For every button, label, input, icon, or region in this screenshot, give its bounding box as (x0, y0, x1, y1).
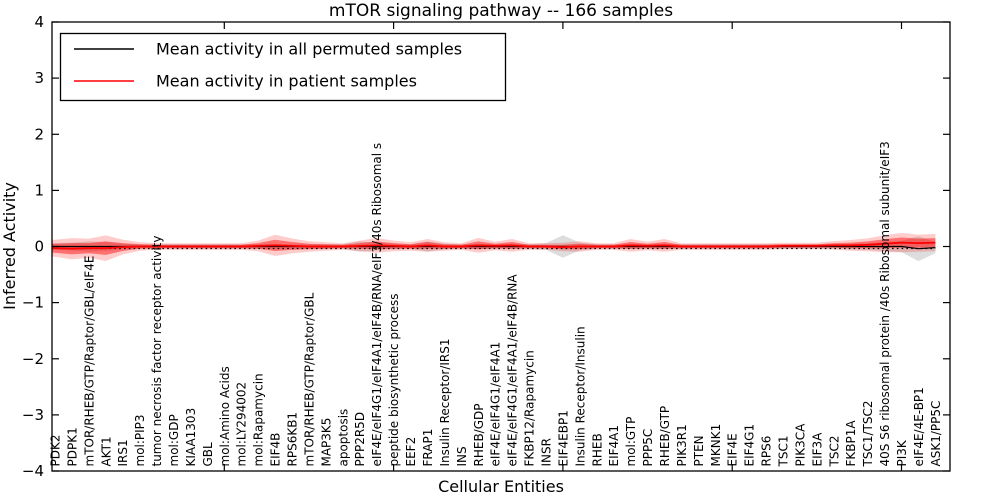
x-tick-label: TSC1/TSC2 (861, 401, 875, 468)
x-tick-label: FKBP1A (844, 420, 858, 467)
x-tick-label: tumor necrosis factor receptor activity (150, 236, 164, 467)
y-axis-label: Inferred Activity (0, 182, 19, 310)
x-tick-label: mTOR/RHEB/GTP/Raptor/GBL/eIF4E (82, 256, 96, 467)
legend: Mean activity in all permuted samples Me… (59, 32, 507, 102)
x-tick-label: mol:GTP (624, 417, 638, 467)
x-tick-label: eIF4E/eIF4G1/eIF4A1 (489, 342, 503, 467)
chart-title: mTOR signaling pathway -- 166 samples (329, 1, 673, 21)
x-tick-label: EIF4E (726, 433, 740, 466)
x-tick-label: AKT1 (99, 436, 113, 466)
y-tick-label: 4 (34, 13, 44, 31)
x-tick-label: EIF4A1 (607, 425, 621, 467)
x-tick-label: FRAP1 (421, 429, 435, 467)
x-tick-label: MAP3K5 (319, 418, 333, 467)
y-tick-label: 1 (34, 181, 44, 199)
x-tick-label: PPP5C (641, 429, 655, 467)
x-tick-label: INS (455, 446, 469, 466)
x-tick-label: PPP2R5D (353, 412, 367, 467)
legend-label-permuted: Mean activity in all permuted samples (156, 40, 462, 59)
x-tick-label: eIF4E/eIF4G1/eIF4A1/eIF4B/RNA/eIF3/40s R… (370, 143, 384, 467)
y-tick-label: −4 (22, 462, 44, 480)
x-tick-label: RPS6KB1 (286, 412, 300, 467)
x-tick-label: mol:Amino Acids (218, 366, 232, 466)
x-tick-label: GBL (201, 442, 215, 467)
x-tick-label: PIK3CA (793, 423, 807, 467)
x-tick-label: RHEB/GTP (658, 406, 672, 467)
x-tick-label: apoptosis (336, 409, 350, 467)
x-tick-label: EIF4B (269, 433, 283, 467)
x-tick-label: mol:LY294002 (235, 382, 249, 467)
x-tick-label: FKBP12/Rapamycin (523, 350, 537, 466)
x-tick-label: eIF4E/eIF4G1/eIF4A1/eIF4B/RNA (506, 274, 520, 467)
y-tick-label: 2 (34, 125, 44, 143)
y-tick-label: 0 (34, 238, 44, 256)
x-tick-label: EEF2 (404, 437, 418, 467)
x-tick-label: PTEN (692, 435, 706, 466)
x-tick-label: TSC2 (827, 436, 841, 468)
x-tick-label: Insulin Receptor/IRS1 (438, 338, 452, 466)
x-axis-label: Cellular Entities (438, 477, 564, 496)
x-tick-label: RHEB (590, 433, 604, 466)
x-tick-label: PIK3R1 (675, 424, 689, 466)
x-tick-label: peptide biosynthetic process (387, 294, 401, 467)
x-tick-label: MKNK1 (709, 424, 723, 467)
x-tick-label: PDPK1 (65, 427, 79, 466)
x-tick-label: mTOR/RHEB/GTP/Raptor/GBL (302, 292, 316, 466)
x-tick-label: EIF4G1 (743, 424, 757, 467)
patient-mean-line (52, 241, 936, 250)
legend-box (59, 32, 507, 102)
legend-label-patient: Mean activity in patient samples (156, 72, 417, 91)
x-tick-label: mol:PIP3 (133, 414, 147, 466)
x-tick-label: TSC1 (777, 436, 791, 468)
x-tick-label: RPS6 (760, 436, 774, 467)
x-tick-label: PI3K (895, 439, 909, 466)
y-tick-label: 3 (34, 69, 44, 87)
x-tick-label: IRS1 (116, 439, 130, 466)
x-tick-label: KIAA1303 (184, 408, 198, 467)
x-tick-label: PDK2 (49, 435, 63, 467)
x-tick-label: Insulin Receptor/Insulin (573, 326, 587, 466)
x-tick-label: mol:Rapamycin (252, 373, 266, 466)
x-tick-label: 40S S6 ribosomal protein /40s Ribosomal … (878, 141, 892, 466)
x-tick-label: RHEB/GDP (472, 404, 486, 467)
x-tick-label: mol:GDP (167, 414, 181, 466)
x-tick-label: ASK1/PP5C (929, 401, 943, 467)
x-tick-label: eIF4E/4E-BP1 (912, 387, 926, 466)
x-tick-label: EIF4EBP1 (556, 410, 570, 466)
y-tick-label: −2 (22, 350, 44, 368)
x-tick-label: INSR (540, 438, 554, 466)
y-tick-label: −3 (22, 406, 44, 424)
y-tick-label: −1 (22, 294, 44, 312)
x-tick-label: EIF3A (810, 432, 824, 467)
